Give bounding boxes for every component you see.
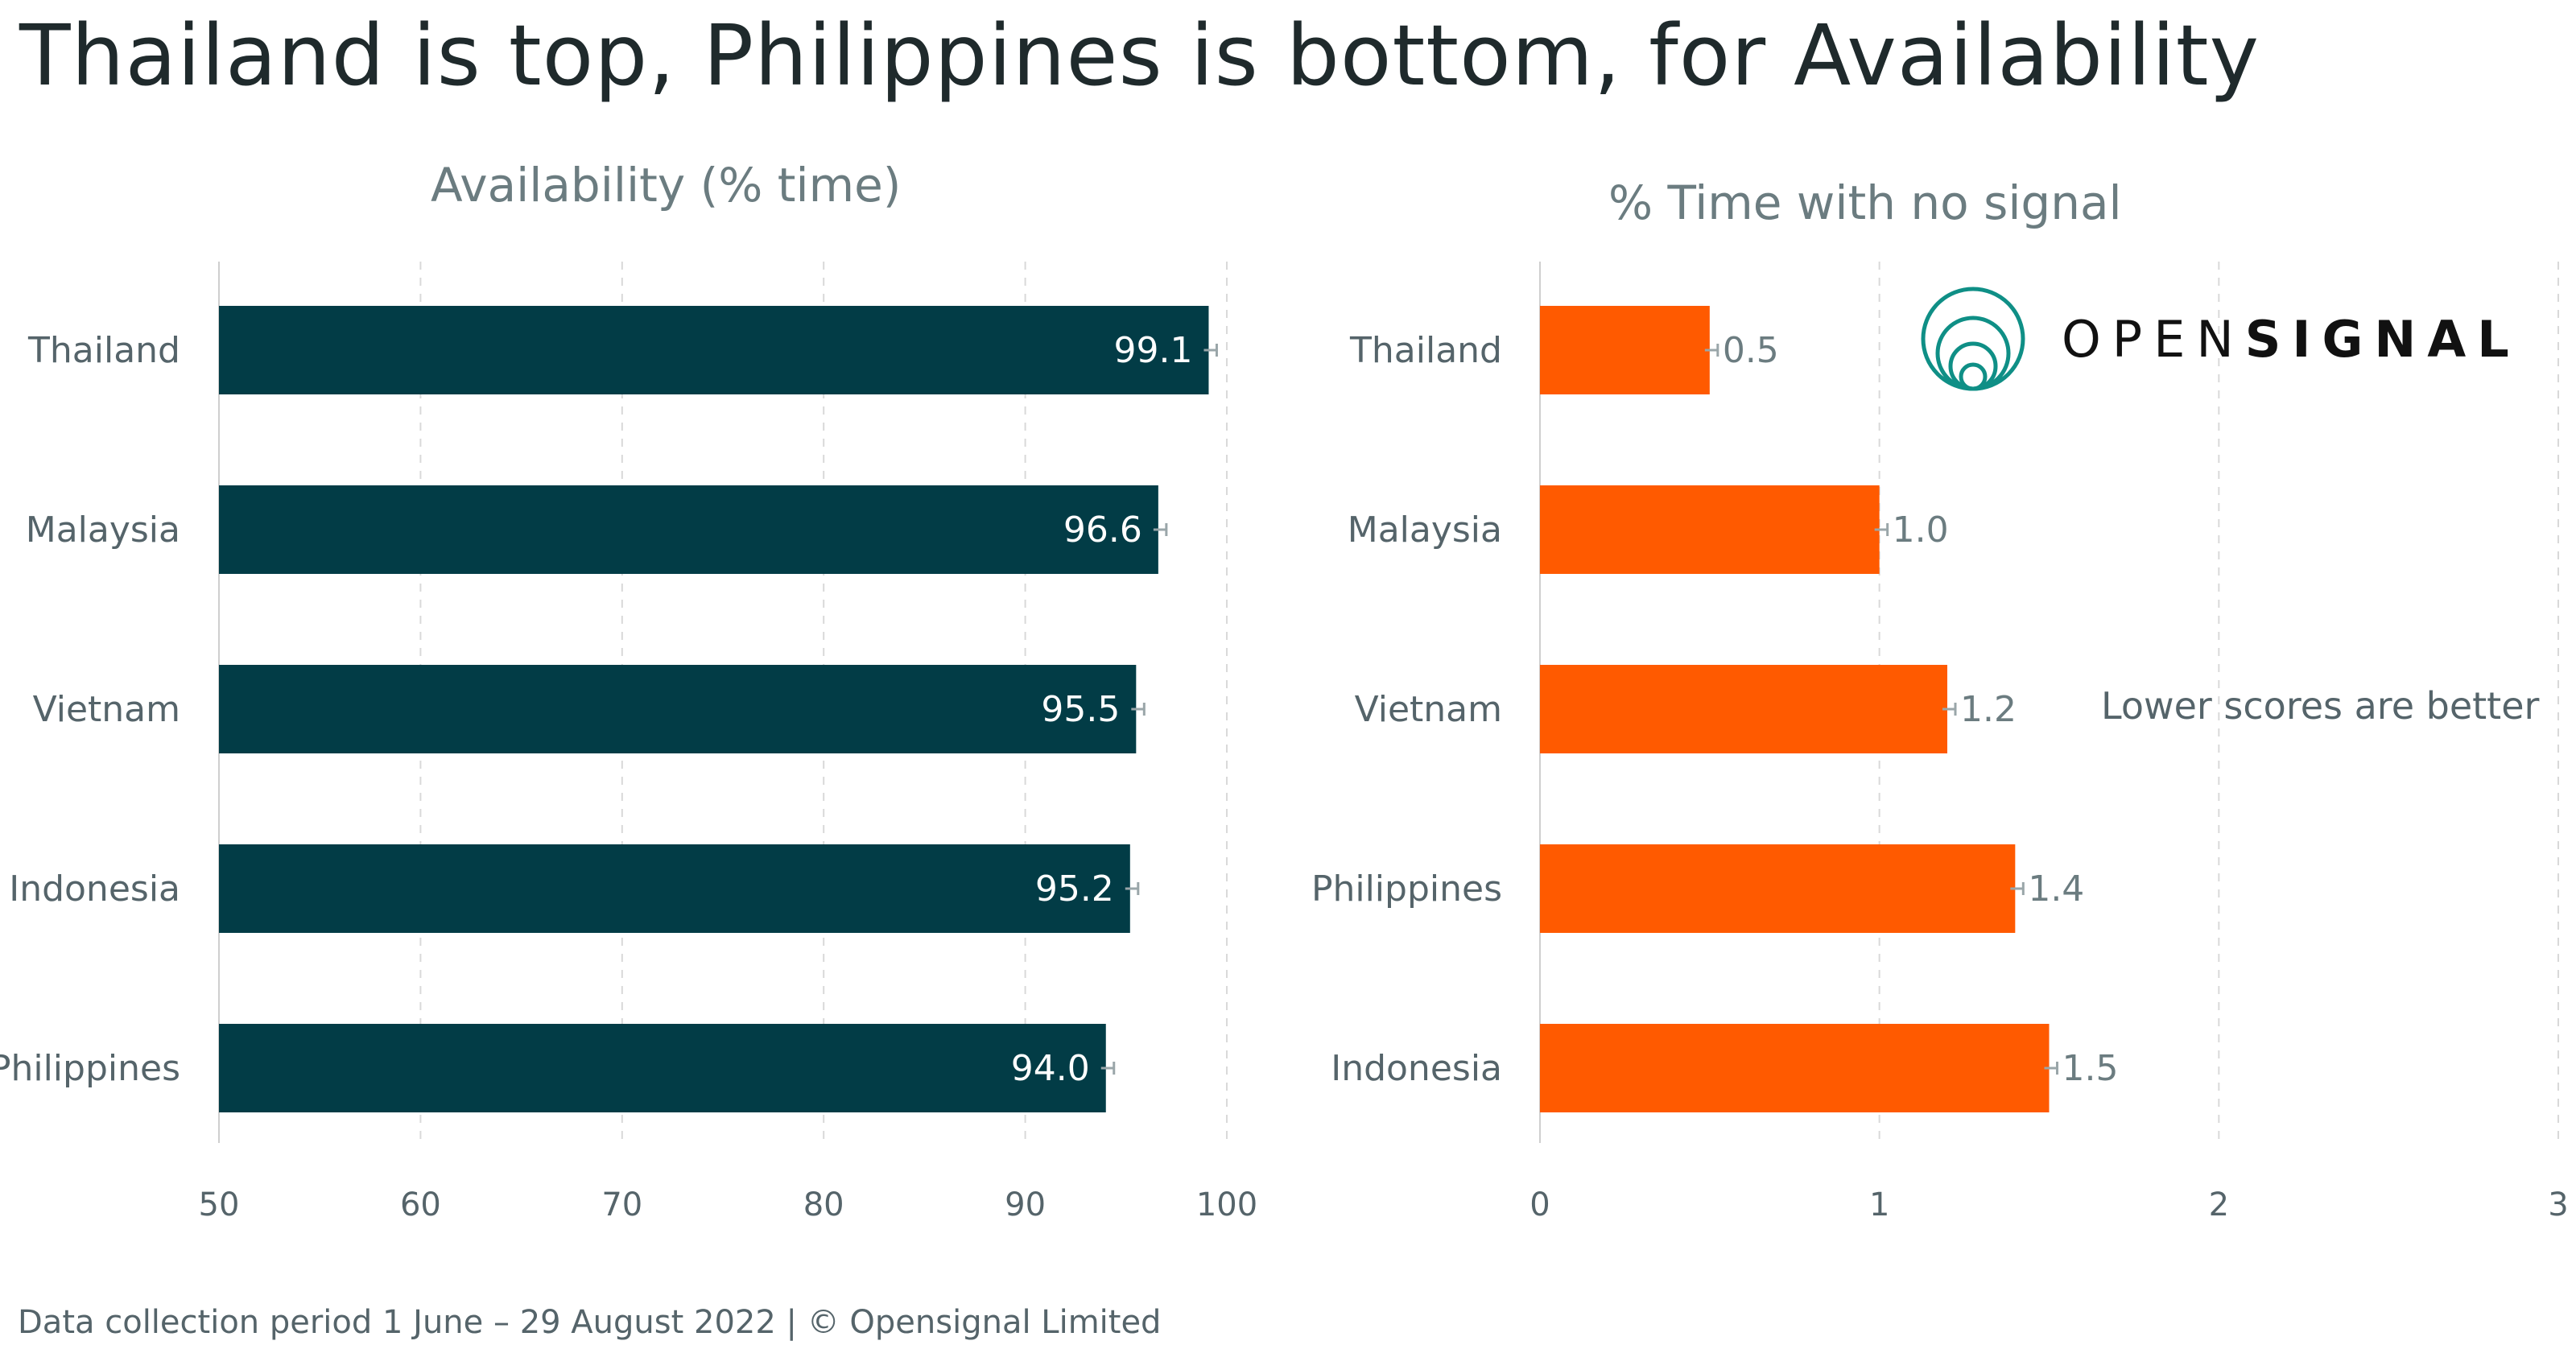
left-x-tick-label: 50: [199, 1186, 240, 1223]
right-x-tick-label: 1: [1869, 1186, 1889, 1223]
left-bar: [219, 306, 1209, 394]
left-value-label: 96.6: [1063, 510, 1142, 551]
left-category-label: Vietnam: [33, 689, 180, 730]
left-x-tick-label: 100: [1196, 1186, 1257, 1223]
left-x-tick-label: 60: [400, 1186, 441, 1223]
right-x-tick-label: 3: [2548, 1186, 2568, 1223]
opensignal-logo-icon: [1921, 287, 2025, 391]
right-category-label: Indonesia: [1331, 1048, 1502, 1089]
left-value-label: 95.2: [1035, 868, 1114, 910]
left-x-tick-label: 90: [1005, 1186, 1046, 1223]
right-bar: [1540, 665, 1947, 753]
right-bar: [1540, 306, 1710, 394]
left-category-label: Indonesia: [9, 868, 180, 910]
brand-word-bold: SIGNAL: [2244, 309, 2520, 369]
left-category-label: Malaysia: [26, 510, 180, 551]
left-bar: [219, 1024, 1106, 1112]
right-chart-title: % Time with no signal: [1608, 175, 2122, 230]
left-value-label: 95.5: [1041, 689, 1120, 730]
left-x-tick-label: 80: [803, 1186, 844, 1223]
page-title: Thailand is top, Philippines is bottom, …: [19, 6, 2260, 105]
right-value-label: 1.5: [2062, 1048, 2119, 1089]
right-bar: [1540, 1024, 2050, 1112]
left-value-label: 99.1: [1113, 330, 1192, 371]
right-bar: [1540, 844, 2016, 933]
right-category-label: Philippines: [1311, 868, 1502, 910]
right-value-label: 1.4: [2028, 868, 2084, 910]
right-x-tick-label: 2: [2209, 1186, 2229, 1223]
left-bar: [219, 844, 1130, 933]
left-bar: [219, 665, 1137, 753]
left-bar: [219, 485, 1158, 574]
footer-note: Data collection period 1 June – 29 Augus…: [18, 1304, 1162, 1341]
opensignal-brand: OPENSIGNAL: [1920, 286, 2520, 392]
right-category-label: Malaysia: [1348, 510, 1502, 551]
brand-word-light: OPEN: [2062, 309, 2245, 369]
annotation-lower-better: Lower scores are better: [2101, 684, 2540, 728]
left-value-label: 94.0: [1011, 1048, 1090, 1089]
left-x-tick-label: 70: [601, 1186, 642, 1223]
right-value-label: 1.0: [1893, 510, 1949, 551]
left-chart-title: Availability (% time): [431, 158, 902, 212]
right-category-label: Vietnam: [1355, 689, 1502, 730]
right-value-label: 1.2: [1960, 689, 2017, 730]
left-category-label: Philippines: [0, 1048, 180, 1089]
opensignal-wordmark: OPENSIGNAL: [2062, 310, 2520, 369]
right-value-label: 0.5: [1723, 330, 1779, 371]
right-bar: [1540, 485, 1880, 574]
left-category-label: Thailand: [27, 330, 180, 371]
right-x-tick-label: 0: [1530, 1186, 1550, 1223]
right-category-label: Thailand: [1349, 330, 1502, 371]
